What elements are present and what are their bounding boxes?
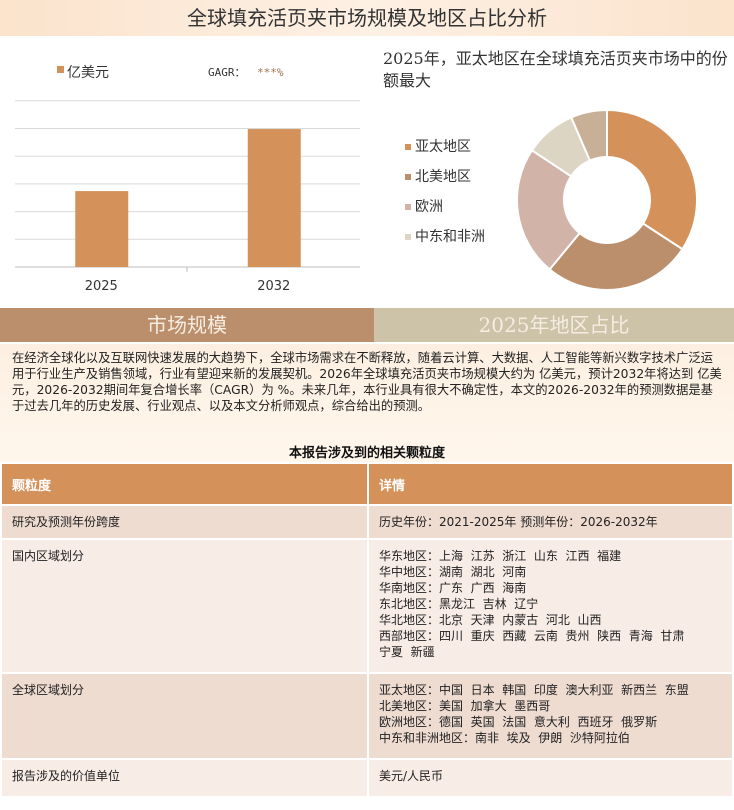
detail-line: 东北地区：黑龙江 吉林 辽宁 [379, 597, 539, 611]
detail-line: 亚太地区：中国 日本 韩国 印度 澳大利亚 新西兰 东盟 [379, 683, 689, 697]
legend-item: 欧洲 [405, 199, 485, 215]
pie-slice-亚太地区 [606, 108, 698, 251]
header-granularity: 颗粒度 [0, 462, 369, 506]
header-details: 详情 [367, 462, 734, 506]
legend-swatch [405, 234, 411, 240]
pie-chart-title: 2025年，亚太地区在全球填充活页夹市场中的份额最大 [383, 49, 728, 90]
x-tick-label: 2032 [257, 279, 290, 294]
pie-slice [569, 108, 608, 162]
row-details: 华东地区：上海 江苏 浙江 山东 江西 福建 华中地区：湖南 湖北 河南 华南地区：… [367, 538, 734, 674]
row-details: 美元/人民币 [367, 758, 734, 798]
banner-region-share: 2025年地区占比 [374, 308, 734, 342]
legend-item: 北美地区 [405, 169, 485, 185]
detail-line: 华中地区：湖南 湖北 河南 [379, 565, 527, 579]
table-header-row: 颗粒度 详情 [0, 462, 734, 506]
detail-line: 华东地区：上海 江苏 浙江 山东 江西 福建 [379, 549, 622, 563]
granularity-table: 颗粒度 详情 研究及预测年份跨度 历史年份：2021-2025年 预测年份：202… [0, 462, 734, 798]
detail-line: 西部地区：四川 重庆 西藏 云南 贵州 陕西 青海 甘肃 [379, 629, 685, 643]
detail-line: 华南地区：广东 广西 海南 [379, 581, 527, 595]
detail-line: 北美地区：美国 加拿大 墨西哥 [379, 699, 551, 713]
detail-line: 华北地区：北京 天津 内蒙古 河北 山西 [379, 613, 602, 627]
pie-slice-北美地区 [548, 222, 684, 291]
table-row: 全球区域划分 亚太地区：中国 日本 韩国 印度 澳大利亚 新西兰 东盟 北美地区：美… [0, 672, 734, 760]
detail-line: 中东和非洲地区：南非 埃及 伊朗 沙特阿拉伯 [379, 731, 630, 745]
description: 在经济全球化以及互联网快速发展的大趋势下，全球市场需求在不断释放，随着云计算、大… [0, 344, 734, 462]
legend-swatch [57, 66, 64, 73]
cagr-label: GAGR： [208, 66, 246, 79]
table-row: 报告涉及的价值单位 美元/人民币 [0, 758, 734, 798]
pie-chart [516, 108, 698, 291]
table-title: 本报告涉及到的相关颗粒度 [288, 446, 445, 461]
legend-item: 中东和非洲 [405, 229, 485, 245]
row-details: 亚太地区：中国 日本 韩国 印度 澳大利亚 新西兰 东盟 北美地区：美国 加拿大 … [367, 672, 734, 760]
row-details: 历史年份：2021-2025年 预测年份：2026-2032年 [367, 504, 734, 540]
legend-label: 中东和非洲 [415, 229, 485, 245]
row-label: 研究及预测年份跨度 [0, 504, 369, 540]
detail-line: 欧洲地区：德国 英国 法国 意大利 西班牙 俄罗斯 [379, 715, 658, 729]
legend-label: 北美地区 [415, 169, 471, 185]
page-title: 全球填充活页夹市场规模及地区占比分析 [0, 0, 734, 36]
description-text: 在经济全球化以及互联网快速发展的大趋势下，全球市场需求在不断释放，随着云计算、大… [12, 351, 722, 413]
detail-line: 美元/人民币 [379, 769, 444, 783]
legend-item: 亚太地区 [405, 139, 485, 155]
row-label: 报告涉及的价值单位 [0, 758, 369, 798]
row-label: 国内区域划分 [0, 538, 369, 674]
x-tick-label: 2025 [85, 279, 118, 294]
bar-2025 [75, 191, 129, 267]
legend-label: 欧洲 [415, 199, 443, 215]
table-row: 国内区域划分 华东地区：上海 江苏 浙江 山东 江西 福建 华中地区：湖南 湖北 河… [0, 538, 734, 674]
pie-slice-欧洲 [516, 148, 581, 271]
row-label: 全球区域划分 [0, 672, 369, 760]
detail-line: 历史年份：2021-2025年 预测年份：2026-2032年 [379, 515, 658, 529]
cagr-value: ***% [257, 66, 284, 79]
legend-swatch [405, 144, 411, 150]
legend-swatch [405, 174, 411, 180]
banner-market-size: 市场规模 [0, 308, 374, 342]
detail-line: 宁夏 新疆 [379, 645, 435, 659]
bar-chart: 2025 2032 亿美元 GAGR： ***% [15, 65, 360, 294]
legend-label: 亚太地区 [415, 139, 471, 155]
table-row: 研究及预测年份跨度 历史年份：2021-2025年 预测年份：2026-2032年 [0, 504, 734, 540]
bar-2032 [247, 129, 301, 267]
legend-label: 亿美元 [67, 65, 109, 81]
legend-swatch [405, 204, 411, 210]
